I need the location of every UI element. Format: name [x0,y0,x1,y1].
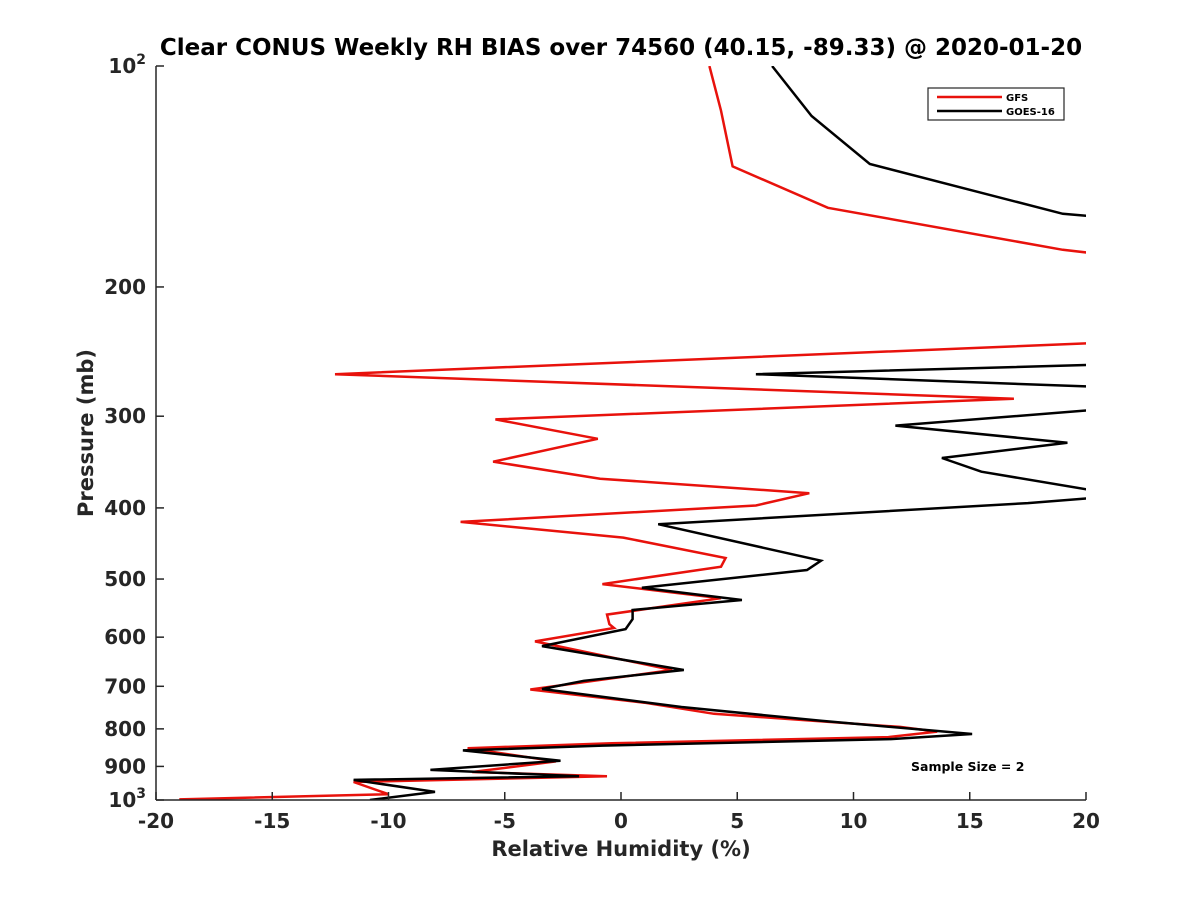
y-tick-label: 600 [104,625,146,649]
x-tick-label: -15 [254,809,290,833]
y-tick-label: 400 [104,496,146,520]
series-line-goes-16 [353,66,1086,800]
y-tick-label: 800 [104,717,146,741]
chart-title: Clear CONUS Weekly RH BIAS over 74560 (4… [160,35,1082,61]
legend-box [927,87,1065,121]
x-tick-label: 15 [956,809,984,833]
x-tick-label: -20 [138,809,174,833]
sample-size-annotation: Sample Size = 2 [911,759,1024,774]
x-tick-label: 0 [614,809,628,833]
legend-label-gfs: GFS [1006,93,1028,104]
x-tick-label: 5 [730,809,744,833]
y-tick-label: 900 [104,754,146,778]
axes: -20 -15 -10 -5 0 5 10 15 20 102 200 300 400 500 600 70… [104,52,1100,833]
x-tick-label: 20 [1072,809,1100,833]
legend-label-goes16: GOES-16 [1006,107,1055,118]
y-tick-label: 102 [108,52,146,78]
x-tick-label: -5 [494,809,516,833]
y-axis-label: Pressure (mb) [74,349,98,517]
legend: GFS GOES-16 [927,87,1065,121]
x-tick-label: -10 [370,809,406,833]
y-tick-label: 103 [108,786,146,812]
y-tick-label: 500 [104,567,146,591]
y-tick-label: 300 [104,404,146,428]
series-layer [179,66,1086,800]
y-ticks: 102 200 300 400 500 600 700 800 900 103 [104,52,164,812]
y-tick-label: 200 [104,275,146,299]
x-axis-label: Relative Humidity (%) [491,837,750,861]
x-tick-label: 10 [840,809,868,833]
x-ticks: -20 -15 -10 -5 0 5 10 15 20 [138,792,1100,833]
y-tick-label: 700 [104,674,146,698]
